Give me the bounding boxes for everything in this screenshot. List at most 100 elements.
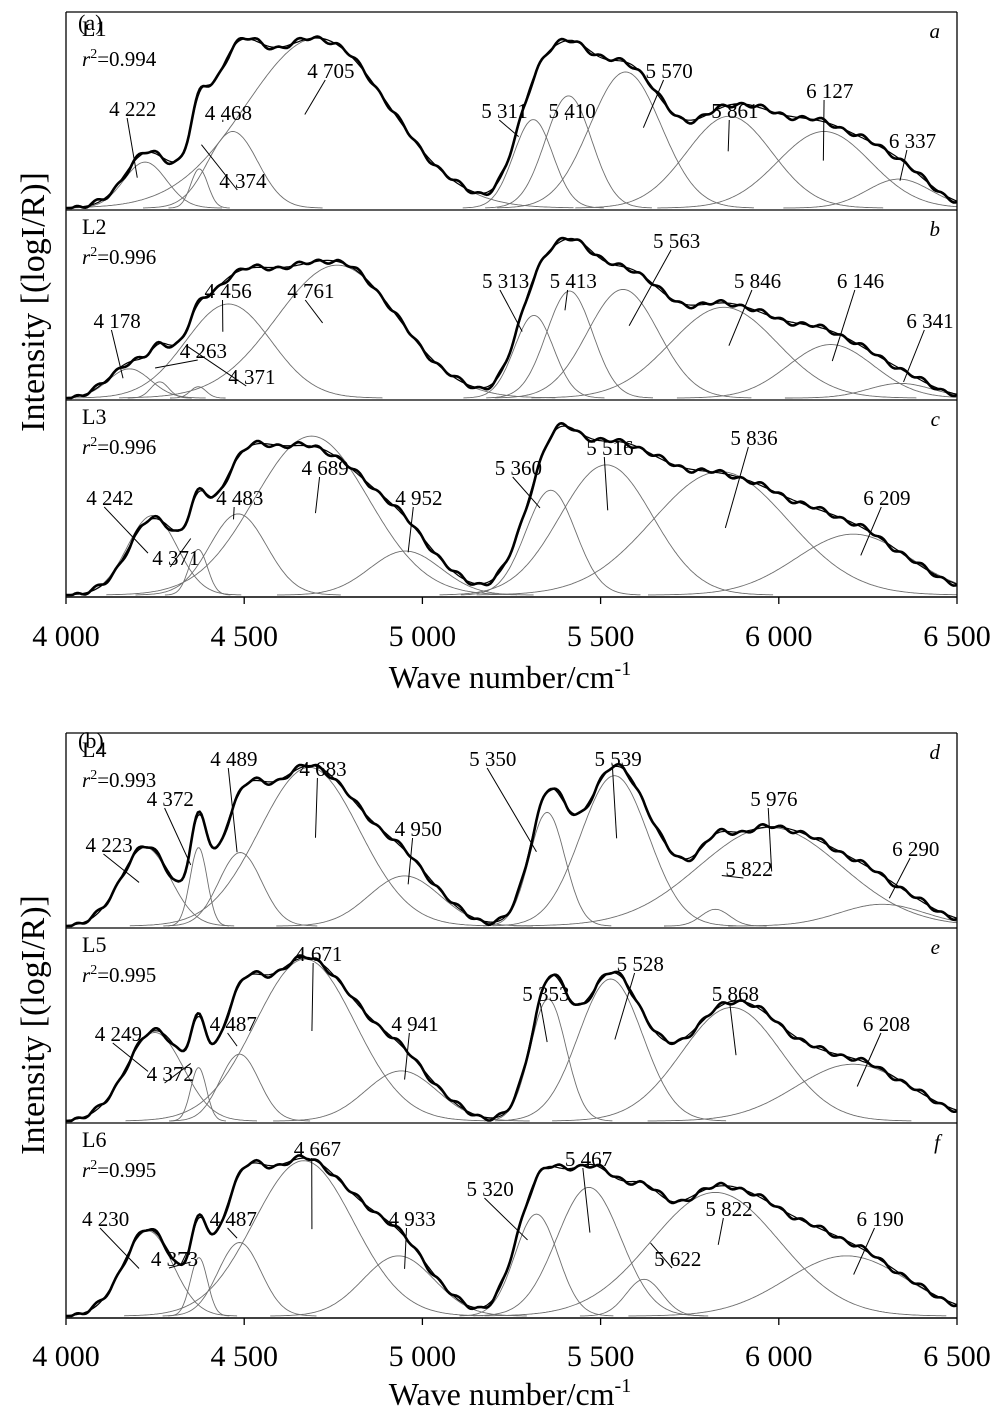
sample-label: L2 <box>82 214 106 239</box>
panel-texts: (a) Intensity [(logI/R)] Wave number/cm-1 L… <box>15 10 943 1412</box>
peak-label: 4 371 <box>228 365 275 389</box>
component-peak-curve <box>484 998 613 1122</box>
peak-arrow <box>729 1002 737 1056</box>
panel-letter: b <box>930 217 941 241</box>
peak-label: 5 350 <box>469 747 516 771</box>
peak-arrow <box>582 1167 591 1233</box>
peak-label: 4 223 <box>85 833 132 857</box>
peak-arrow <box>642 79 665 128</box>
component-peak-curve <box>676 344 957 399</box>
axes: 4 000 4 500 5 000 5 500 6 000 6 500 4 000 4 500… <box>32 11 991 1373</box>
component-peak-curve <box>485 95 652 209</box>
peak-label: 5 413 <box>550 269 597 293</box>
peak-arrow <box>903 329 925 383</box>
peak-arrow <box>767 807 773 872</box>
peak-label: 4 487 <box>210 1012 257 1036</box>
fitted-curve <box>65 764 958 927</box>
peak-arrow <box>103 853 140 883</box>
peak-label: 4 374 <box>219 169 267 193</box>
component-peak-curve <box>497 71 754 209</box>
peak-label: 4 222 <box>109 97 156 121</box>
peak-arrow <box>168 1261 191 1269</box>
peak-label: 4 373 <box>151 1247 198 1271</box>
component-peak-curve <box>135 513 341 596</box>
peak-label: 4 487 <box>210 1207 257 1231</box>
peak-arrow <box>404 1227 408 1269</box>
peak-arrow <box>856 1032 882 1087</box>
component-peak-curve <box>169 1053 311 1122</box>
peak-arrow <box>499 289 523 332</box>
component-peak-curve <box>628 1255 957 1317</box>
peak-label: 6 337 <box>889 129 936 153</box>
component-peak-curve <box>647 1063 958 1122</box>
peak-arrow <box>721 875 744 879</box>
peak-label: 4 489 <box>210 747 257 771</box>
peak-arrow <box>169 538 192 568</box>
peak-arrow <box>717 1217 724 1245</box>
component-peak-curve <box>463 314 605 399</box>
peak-arrow <box>404 1032 410 1080</box>
measured-spectrum <box>66 1154 958 1318</box>
peak-label: 4 705 <box>307 59 354 83</box>
peak-label: 4 689 <box>302 456 349 480</box>
peak-label: 5 320 <box>466 1177 513 1201</box>
sample-label: L3 <box>82 404 106 429</box>
peak-arrow <box>304 79 326 115</box>
panel-letter: d <box>930 740 941 764</box>
peak-annotations: 4 222 4 374 4 468 4 705 5 311 5 410 5 570 5 861… <box>82 59 954 1275</box>
peak-arrow <box>126 117 138 178</box>
peak-arrow <box>164 1063 192 1084</box>
peak-arrow <box>484 1197 528 1241</box>
r-squared-label: r2=0.995 <box>82 963 156 987</box>
peak-label: 4 667 <box>294 1137 341 1161</box>
peak-arrow <box>860 506 882 556</box>
peak-label: 5 861 <box>711 99 758 123</box>
panel-letter: f <box>934 1130 943 1154</box>
component-peak-curve <box>657 131 957 209</box>
fitted-curve <box>65 425 958 596</box>
component-peak-curve <box>170 386 226 399</box>
component-peak-curve <box>125 958 485 1122</box>
component-peak-curve <box>531 306 917 399</box>
sample-label: L1 <box>82 16 106 41</box>
peak-label: 4 671 <box>295 942 342 966</box>
panel-frames <box>66 209 957 1124</box>
x-tick-label: 4 000 <box>32 620 100 653</box>
peak-arrow <box>899 149 908 181</box>
peak-label: 5 313 <box>482 269 529 293</box>
peak-label: 5 976 <box>750 787 797 811</box>
sample-label: L5 <box>82 932 106 957</box>
peak-arrow <box>614 972 636 1040</box>
peak-label: 5 311 <box>481 99 527 123</box>
x-tick-label: 5 500 <box>567 1340 635 1373</box>
peak-arrow <box>304 299 324 324</box>
peak-arrow <box>727 119 730 152</box>
component-peak-curve <box>462 119 604 209</box>
peak-arrow <box>155 359 198 369</box>
peak-label: 5 570 <box>646 59 693 83</box>
figure-group-label: (b) <box>78 728 104 753</box>
component-peak-curve <box>495 978 727 1122</box>
component-peak-curve <box>74 303 383 399</box>
peak-label: 4 761 <box>287 279 334 303</box>
x-tick-label: 6 000 <box>745 620 813 653</box>
x-axis-label: Wave number/cm-1 <box>389 1375 631 1412</box>
peak-label: 4 683 <box>299 757 346 781</box>
peak-arrow <box>311 962 314 1032</box>
component-peak-curve <box>124 1160 484 1317</box>
x-tick-label: 5 500 <box>567 620 635 653</box>
peak-arrow <box>612 767 618 839</box>
peak-arrow <box>227 1032 238 1047</box>
peak-label: 5 353 <box>522 982 569 1006</box>
peak-label: 5 539 <box>594 747 641 771</box>
peak-label: 6 127 <box>806 79 853 103</box>
peak-label: 5 360 <box>495 456 542 480</box>
component-peak-curve <box>143 131 323 209</box>
peak-arrow <box>822 99 825 161</box>
component-peak-curve <box>664 908 767 927</box>
peak-label: 4 372 <box>147 1062 194 1086</box>
component-peak-curve <box>164 549 231 596</box>
peak-label: 4 933 <box>389 1207 436 1231</box>
peak-arrow <box>314 777 318 838</box>
